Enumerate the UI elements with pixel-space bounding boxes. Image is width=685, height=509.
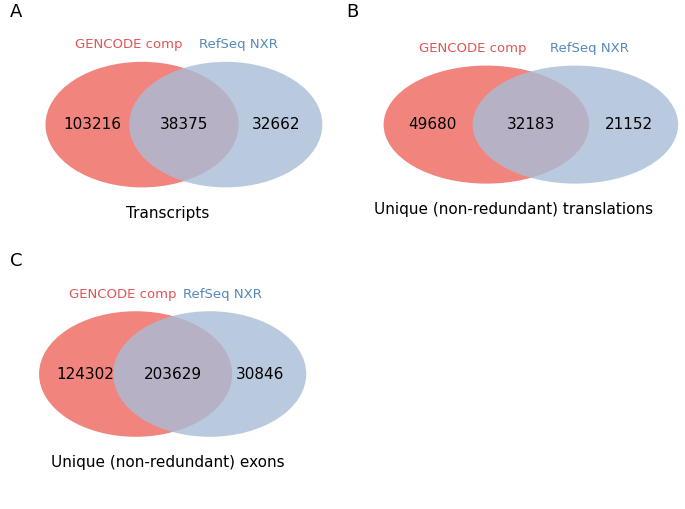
Ellipse shape: [129, 62, 323, 187]
Text: C: C: [10, 252, 23, 270]
Text: GENCODE comp: GENCODE comp: [69, 288, 177, 301]
Text: Transcripts: Transcripts: [126, 206, 210, 220]
Ellipse shape: [39, 311, 232, 437]
Text: Unique (non-redundant) translations: Unique (non-redundant) translations: [374, 202, 653, 217]
Ellipse shape: [45, 62, 238, 187]
Ellipse shape: [384, 66, 589, 184]
Text: GENCODE comp: GENCODE comp: [419, 42, 526, 55]
Text: GENCODE comp: GENCODE comp: [75, 38, 183, 51]
Text: RefSeq NXR: RefSeq NXR: [199, 38, 278, 51]
Text: 21152: 21152: [605, 117, 653, 132]
Text: 49680: 49680: [409, 117, 457, 132]
Text: 30846: 30846: [236, 366, 284, 382]
Text: RefSeq NXR: RefSeq NXR: [549, 42, 629, 55]
Text: 103216: 103216: [63, 117, 121, 132]
Text: 32183: 32183: [507, 117, 555, 132]
Text: 203629: 203629: [144, 366, 201, 382]
Text: Unique (non-redundant) exons: Unique (non-redundant) exons: [51, 455, 285, 470]
Text: 38375: 38375: [160, 117, 208, 132]
Text: B: B: [346, 3, 358, 20]
Text: RefSeq NXR: RefSeq NXR: [183, 288, 262, 301]
Text: 32662: 32662: [252, 117, 300, 132]
Ellipse shape: [113, 311, 306, 437]
Text: A: A: [10, 3, 23, 20]
Text: 124302: 124302: [56, 366, 114, 382]
Ellipse shape: [473, 66, 678, 184]
